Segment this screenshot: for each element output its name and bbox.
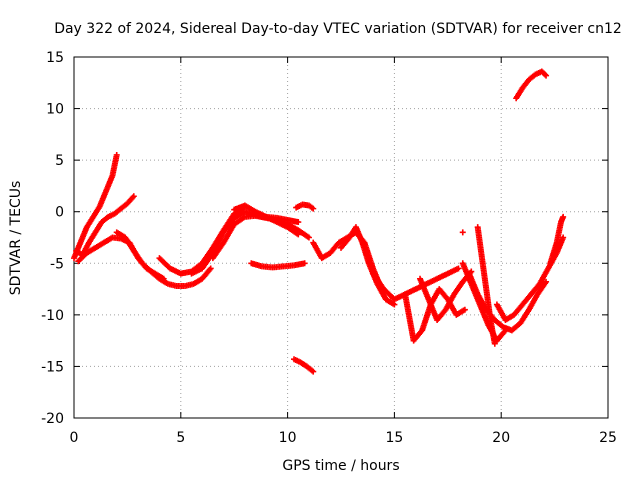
data-point <box>391 301 398 308</box>
x-tick-label: 5 <box>176 430 185 446</box>
x-axis-title: GPS time / hours <box>282 458 399 474</box>
data-point <box>560 213 567 220</box>
series-s11 <box>291 356 317 375</box>
data-marks <box>71 68 567 375</box>
x-tick-label: 10 <box>279 430 297 446</box>
data-point <box>113 151 120 158</box>
y-tick-label: -10 <box>41 308 64 324</box>
series-s21 <box>547 213 567 267</box>
series-s2 <box>73 193 137 259</box>
y-axis-title: SDTVAR / TECUs <box>8 181 24 296</box>
series-s9 <box>248 260 308 271</box>
series-s22 <box>513 68 550 102</box>
chart-title: Day 322 of 2024, Sidereal Day-to-day VTE… <box>54 21 622 37</box>
x-tick-label: 15 <box>385 430 403 446</box>
y-tick-label: 15 <box>46 50 64 66</box>
data-point <box>207 265 214 272</box>
data-point <box>560 234 567 241</box>
ticks: 0 5 10 15 20 25 -20 -15 -10 -5 0 5 10 15 <box>41 50 617 446</box>
series-s18 <box>474 224 498 347</box>
grid <box>74 57 608 418</box>
data-point <box>461 306 468 313</box>
data-point <box>305 234 312 241</box>
data-point <box>301 260 308 267</box>
series-s19 <box>466 270 550 334</box>
x-tick-label: 20 <box>492 430 510 446</box>
y-tick-label: -20 <box>41 411 64 427</box>
y-tick-label: 5 <box>55 153 64 169</box>
data-point <box>130 193 137 200</box>
data-point <box>295 231 302 238</box>
y-tick-label: -15 <box>41 359 64 375</box>
series-s8 <box>231 202 302 238</box>
data-point <box>491 340 498 347</box>
data-point <box>310 205 317 212</box>
data-point <box>543 72 550 79</box>
series-s10 <box>293 201 317 212</box>
data-point <box>295 219 302 226</box>
y-tick-label: 10 <box>46 102 64 118</box>
series-s13 <box>338 224 398 308</box>
x-tick-label: 0 <box>70 430 79 446</box>
data-point <box>459 229 466 236</box>
series-s1 <box>71 151 120 262</box>
plot-frame <box>73 56 609 419</box>
series-s23 <box>459 229 466 236</box>
data-point <box>541 71 548 78</box>
y-tick-label: -5 <box>50 256 64 272</box>
data-point <box>455 265 462 272</box>
y-tick-label: 0 <box>55 205 64 221</box>
data-point <box>543 278 550 285</box>
data-point <box>310 368 317 375</box>
series-s4 <box>113 229 214 289</box>
x-tick-label: 25 <box>599 430 617 446</box>
